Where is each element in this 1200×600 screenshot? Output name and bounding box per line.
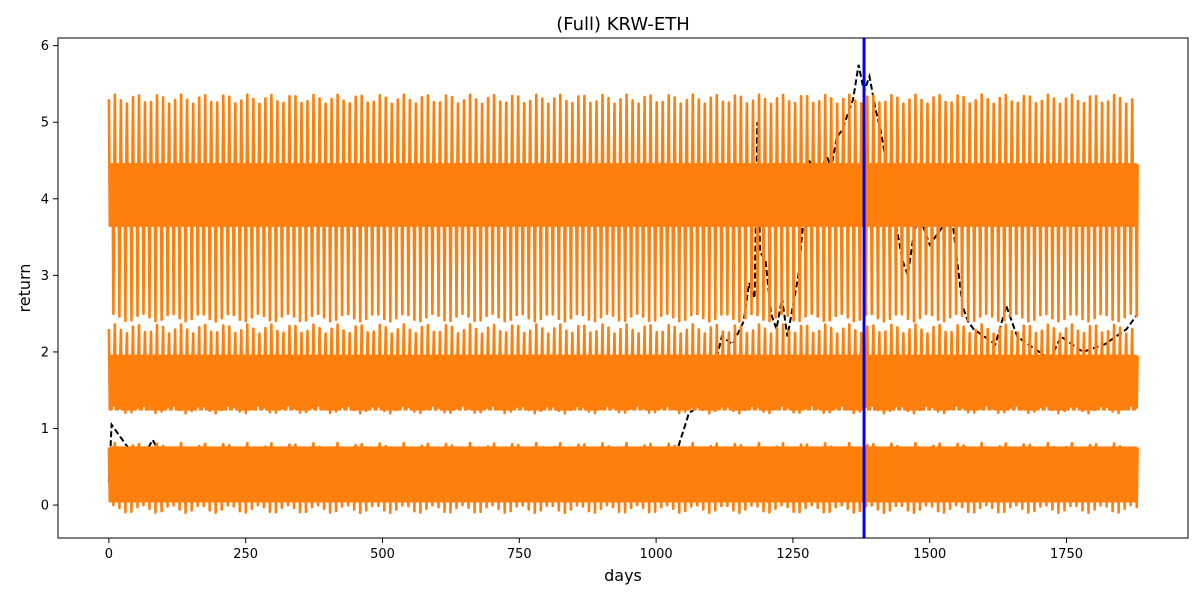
series-orange-dense-band-2 bbox=[108, 451, 1138, 498]
x-tick-label: 1250 bbox=[776, 547, 809, 562]
x-tick-label: 500 bbox=[370, 547, 395, 562]
x-tick-label: 1000 bbox=[640, 547, 673, 562]
y-tick-label: 1 bbox=[41, 422, 49, 437]
series-orange-dense-band-0 bbox=[108, 168, 1138, 222]
x-axis: 0 250 500 750 1000 1250 1500 1750 bbox=[105, 538, 1083, 562]
y-axis-label: return bbox=[15, 264, 34, 313]
chart-title: (Full) KRW-ETH bbox=[556, 14, 690, 35]
y-axis: 0 1 2 3 4 5 6 bbox=[41, 39, 58, 514]
y-tick-label: 6 bbox=[41, 39, 49, 54]
y-tick-label: 2 bbox=[41, 345, 49, 360]
x-axis-label: days bbox=[604, 566, 642, 585]
y-tick-label: 5 bbox=[41, 116, 49, 131]
x-tick-label: 750 bbox=[507, 547, 532, 562]
y-tick-label: 4 bbox=[41, 192, 49, 207]
y-tick-label: 0 bbox=[41, 499, 49, 514]
x-tick-label: 0 bbox=[105, 547, 113, 562]
series-layer bbox=[107, 64, 1139, 514]
x-tick-label: 250 bbox=[233, 547, 258, 562]
y-tick-label: 3 bbox=[41, 269, 49, 284]
x-tick-label: 1500 bbox=[913, 547, 946, 562]
plot-area-frame bbox=[57, 37, 1189, 539]
series-orange-dense-band-1 bbox=[108, 359, 1138, 406]
x-tick-label: 1750 bbox=[1050, 547, 1083, 562]
